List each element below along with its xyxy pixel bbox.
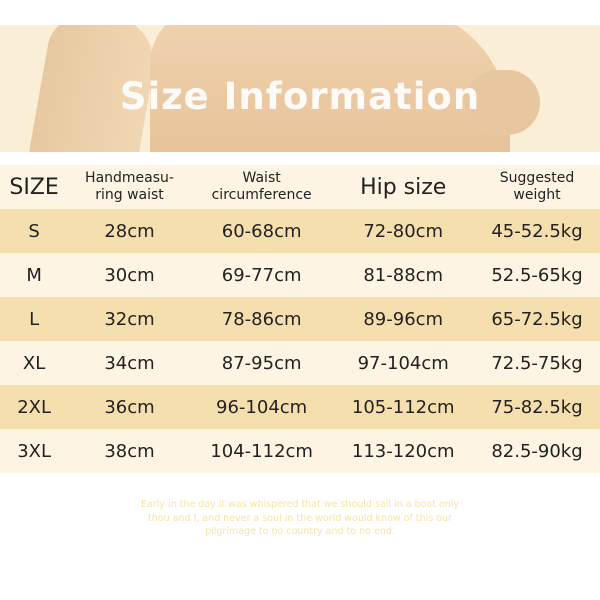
- cell-waist-circumference: 96-104cm: [190, 385, 333, 429]
- cell-hip-size: 113-120cm: [332, 429, 474, 473]
- cell-suggested-weight: 75-82.5kg: [474, 385, 600, 429]
- cell-hip-size: 89-96cm: [332, 297, 474, 341]
- cell-size: M: [0, 253, 69, 297]
- table-header-row: SIZE Handmeasu- ring waist Waist circumf…: [0, 165, 600, 209]
- size-table: SIZE Handmeasu- ring waist Waist circumf…: [0, 165, 600, 473]
- header-handmeasuring-waist: Handmeasu- ring waist: [68, 165, 191, 209]
- header-suggested-weight: Suggested weight: [474, 165, 600, 209]
- cell-suggested-weight: 65-72.5kg: [474, 297, 600, 341]
- cell-handmeasuring-waist: 34cm: [68, 341, 191, 385]
- decorative-quote: Early in the day it was whispered that w…: [140, 499, 460, 537]
- cell-size: 3XL: [0, 429, 69, 473]
- cell-handmeasuring-waist: 36cm: [68, 385, 191, 429]
- cell-waist-circumference: 104-112cm: [190, 429, 333, 473]
- cell-size: 2XL: [0, 385, 69, 429]
- table-row: L 32cm 78-86cm 89-96cm 65-72.5kg: [0, 297, 600, 341]
- model-torso: [150, 25, 510, 152]
- cell-hip-size: 72-80cm: [332, 209, 474, 253]
- cell-suggested-weight: 82.5-90kg: [474, 429, 600, 473]
- header-waist-circumference: Waist circumference: [190, 165, 333, 209]
- cell-waist-circumference: 78-86cm: [190, 297, 333, 341]
- cell-size: XL: [0, 341, 69, 385]
- cell-size: L: [0, 297, 69, 341]
- banner-title: Size Information: [119, 75, 481, 118]
- cell-size: S: [0, 209, 69, 253]
- header-hip-size: Hip size: [332, 165, 474, 209]
- cell-hip-size: 97-104cm: [332, 341, 474, 385]
- cell-suggested-weight: 72.5-75kg: [474, 341, 600, 385]
- cell-waist-circumference: 69-77cm: [190, 253, 333, 297]
- table-row: M 30cm 69-77cm 81-88cm 52.5-65kg: [0, 253, 600, 297]
- model-hand: [465, 70, 540, 135]
- cell-handmeasuring-waist: 32cm: [68, 297, 191, 341]
- cell-handmeasuring-waist: 30cm: [68, 253, 191, 297]
- cell-hip-size: 81-88cm: [332, 253, 474, 297]
- banner-image: Size Information: [0, 25, 600, 152]
- cell-suggested-weight: 45-52.5kg: [474, 209, 600, 253]
- table-row: 3XL 38cm 104-112cm 113-120cm 82.5-90kg: [0, 429, 600, 473]
- header-size: SIZE: [0, 165, 69, 209]
- cell-waist-circumference: 87-95cm: [190, 341, 333, 385]
- cell-handmeasuring-waist: 38cm: [68, 429, 191, 473]
- cell-waist-circumference: 60-68cm: [190, 209, 333, 253]
- cell-hip-size: 105-112cm: [332, 385, 474, 429]
- cell-handmeasuring-waist: 28cm: [68, 209, 191, 253]
- table-row: XL 34cm 87-95cm 97-104cm 72.5-75kg: [0, 341, 600, 385]
- cell-suggested-weight: 52.5-65kg: [474, 253, 600, 297]
- table-row: S 28cm 60-68cm 72-80cm 45-52.5kg: [0, 209, 600, 253]
- table-row: 2XL 36cm 96-104cm 105-112cm 75-82.5kg: [0, 385, 600, 429]
